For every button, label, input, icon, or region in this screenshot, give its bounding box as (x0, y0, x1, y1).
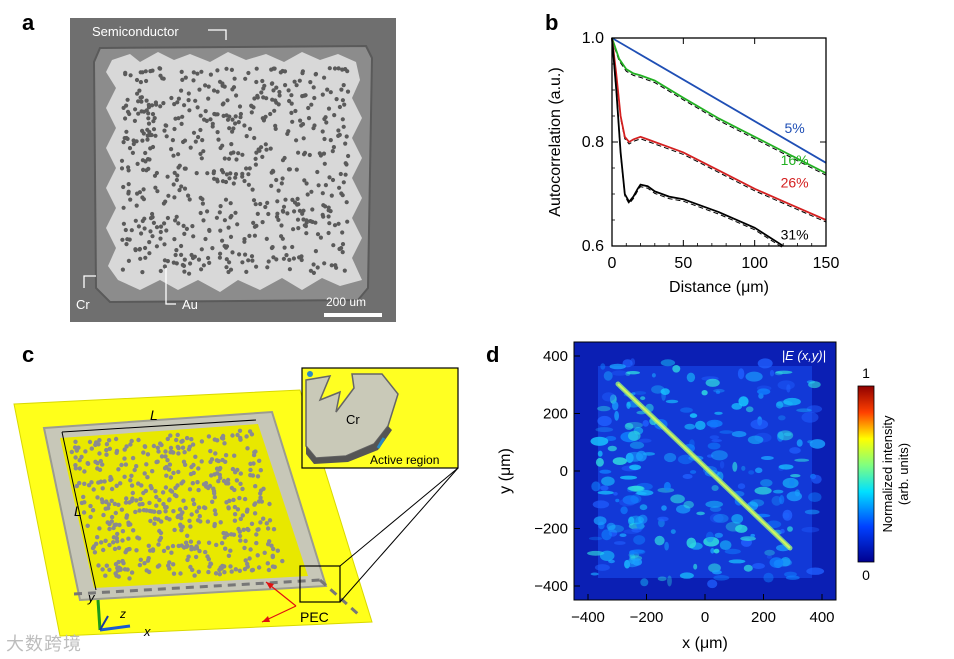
series-label: 5% (784, 120, 804, 136)
chart-xlabel: Distance (μm) (669, 279, 769, 296)
series-label: 16% (781, 152, 809, 168)
series-line (611, 37, 827, 175)
series-line (611, 37, 827, 221)
axis-triad: y z x (87, 590, 151, 639)
map-ytick-label: −200 (534, 521, 568, 538)
map-xtick-label: −200 (630, 609, 664, 626)
axis-x-label: x (143, 624, 151, 639)
colorbar-max: 1 (862, 365, 870, 381)
label-au: Au (182, 297, 198, 312)
panel-d-field-map: |E (x,y)| −400 −200 0 200 400 400 200 0 −200 −400… (497, 341, 911, 652)
label-cr: Cr (76, 297, 90, 312)
panel-a-sem-image: Semiconductor Cr Au 200 um (70, 18, 396, 322)
map-ytick-label: 200 (543, 406, 568, 423)
xtick-label: 150 (813, 255, 840, 272)
inset-active-region: Cr Active region (301, 367, 459, 469)
watermark: 大数跨境 (6, 634, 82, 654)
active-region-label: Active region (370, 453, 439, 467)
map-ytick-label: 400 (543, 348, 568, 365)
map-ylabel: y (μm) (497, 448, 514, 494)
pec-label: PEC (300, 609, 329, 625)
panel-label-c: c (22, 342, 35, 367)
map-xlabel: x (μm) (682, 635, 728, 652)
axis-z-label: z (119, 607, 126, 621)
label-semiconductor: Semiconductor (92, 24, 179, 39)
colorbar-min: 0 (862, 567, 870, 583)
chart-ylabel: Autocorrelation (a.u.) (547, 67, 564, 216)
xtick-label: 100 (741, 255, 768, 272)
colorbar-label-1: Normalized intensity (880, 415, 895, 533)
axis-y-label: y (87, 590, 96, 605)
label-L-top: L (150, 407, 158, 423)
colorbar (857, 385, 875, 563)
label-L-left: L (74, 503, 82, 519)
panel-label-d: d (486, 342, 500, 367)
fit-line (611, 39, 827, 176)
ytick-label: 0.6 (582, 238, 604, 255)
map-xtick-label: 0 (701, 609, 709, 626)
scale-bar (324, 313, 382, 317)
scale-bar-label: 200 um (326, 295, 366, 309)
map-xtick-label: 400 (809, 609, 834, 626)
panel-label-a: a (22, 10, 35, 35)
series-label: 31% (781, 226, 809, 242)
series-line (611, 37, 827, 164)
sem-hole-pattern (119, 66, 351, 276)
map-ytick-label: −400 (534, 578, 568, 595)
pec-arrows: PEC (261, 581, 329, 625)
series-label: 26% (781, 174, 809, 190)
xtick-label: 0 (608, 255, 617, 272)
field-label: |E (x,y)| (782, 348, 826, 363)
map-ytick-label: 0 (560, 463, 568, 480)
fit-line (611, 39, 784, 249)
xtick-label: 50 (674, 255, 692, 272)
series-line (611, 37, 784, 247)
panel-c-schematic: L L Cr Active region PEC y z x (13, 367, 459, 639)
schematic-hole-pattern (69, 428, 285, 581)
colorbar-label-2: (arb. units) (896, 443, 911, 505)
zoom-box (299, 565, 341, 603)
map-xtick-label: −400 (571, 609, 605, 626)
panel-label-b: b (545, 10, 559, 35)
ytick-label: 1.0 (582, 30, 604, 47)
map-xtick-label: 200 (751, 609, 776, 626)
inset-cr-label: Cr (346, 412, 360, 427)
ytick-label: 0.8 (582, 134, 604, 151)
panel-b-chart: 0 50 100 150 0.6 0.8 1.0 5% 16% 26% 31% Distance … (547, 30, 840, 296)
